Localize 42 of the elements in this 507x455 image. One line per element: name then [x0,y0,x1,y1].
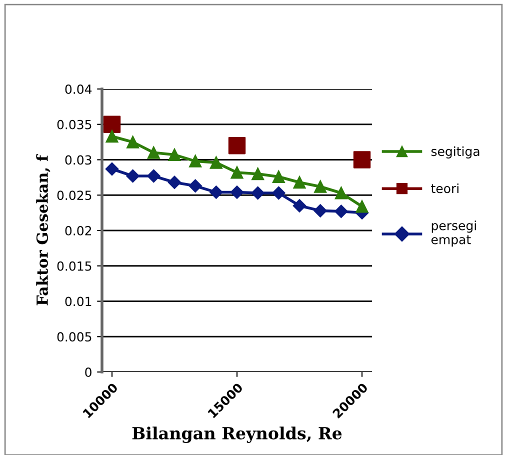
y-tick-label: 0.01 [65,296,92,306]
point [210,186,223,199]
point [230,186,244,199]
point [334,204,348,218]
point [210,156,222,169]
point [188,179,202,193]
legend-label: persegi empat [431,220,476,247]
point [272,186,286,200]
point [105,162,119,176]
point [230,166,244,179]
y-tick-label: 0 [85,367,92,377]
y-tick-label: 0.02 [65,226,92,236]
y-tick-label: 0.03 [65,155,92,165]
point [168,176,182,189]
point [189,154,202,168]
legend-label: teori [431,183,458,194]
point [334,186,348,200]
point [168,148,181,162]
point [126,136,140,148]
y-tick-label: 0.005 [57,332,92,342]
x-axis-title: Bilangan Reynolds, Re [132,426,342,443]
y-tick-label: 0.025 [57,190,92,200]
point [252,168,264,180]
point [147,146,160,159]
point [106,130,118,143]
point [314,180,327,193]
point [292,199,306,212]
point [353,151,371,168]
point [147,169,160,183]
point [103,116,121,133]
y-tick-label: 0.04 [65,84,92,94]
point [126,169,140,183]
point [356,200,368,213]
y-tick-label: 0.035 [57,120,92,130]
y-tick-label: 0.015 [57,261,92,271]
legend-label: segitiga [431,146,480,158]
point [272,170,285,183]
point [228,137,246,154]
point [314,204,327,218]
y-axis-title: Faktor Gesekan, f [36,154,50,306]
point [251,186,264,200]
point [293,176,306,189]
